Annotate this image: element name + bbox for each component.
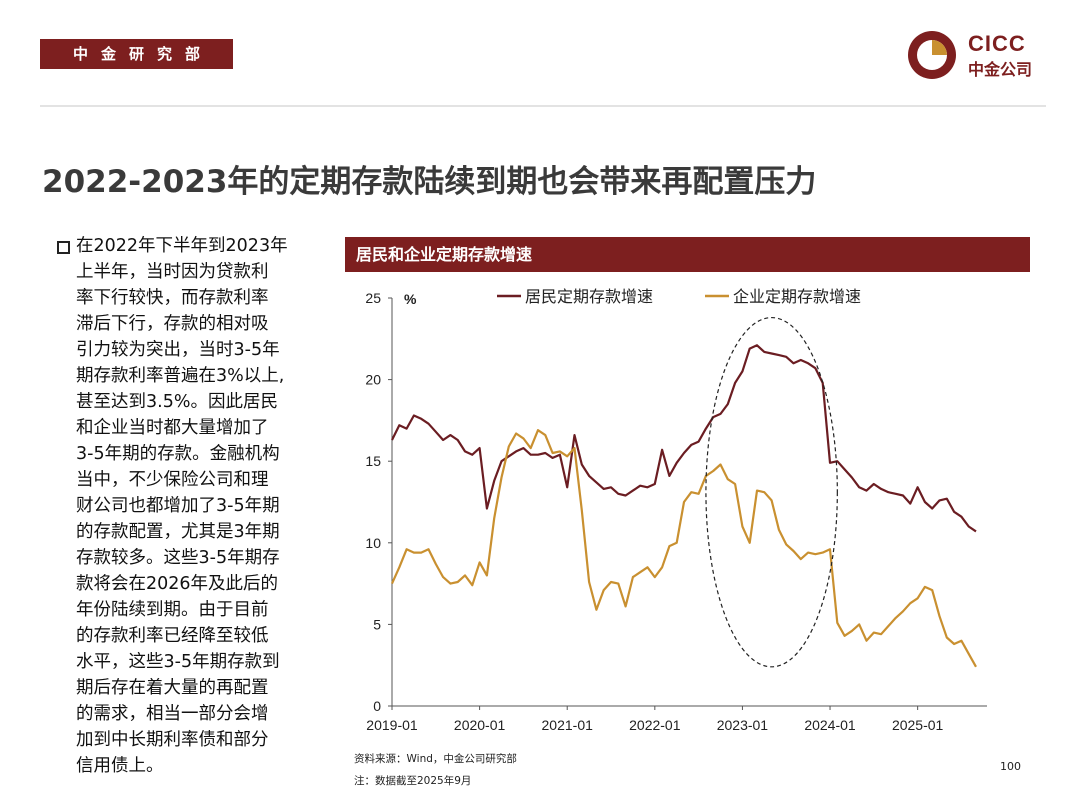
body-line: 期后存在着大量的再配置 (76, 678, 269, 698)
highlight-ellipse (705, 316, 838, 668)
series-line-1 (391, 344, 977, 533)
body-line: 的存款利率已经降至较低 (76, 626, 269, 646)
body-line: 信用债上。 (76, 756, 164, 776)
x-tick-label: 2023-01 (717, 717, 769, 733)
body-line: 的存款配置，尤其是3年期 (76, 522, 280, 542)
cicc-logo: CICC 中金公司 (906, 29, 1046, 81)
body-line: 引力较为突出，当时3-5年 (76, 340, 280, 360)
body-line: 和企业当时都大量增加了 (76, 418, 269, 438)
y-tick-label: 10 (365, 535, 381, 551)
x-tick-label: 2022-01 (629, 717, 681, 733)
logo-text-cn: 中金公司 (968, 60, 1033, 79)
y-tick-label: 5 (373, 616, 381, 632)
x-tick-label: 2025-01 (892, 717, 944, 733)
logo-text-en: CICC (968, 31, 1026, 56)
deposit-growth-chart: 0 5 10 15 20 25 % 2019-01 2020-01 2021-01 2022-01 2… (365, 287, 987, 733)
body-line: 在2022年下半年到2023年 (76, 236, 288, 256)
page-number: 100 (1000, 760, 1021, 773)
body-line: 滞后下行，存款的相对吸 (76, 314, 269, 334)
y-unit-label: % (404, 291, 417, 307)
x-tick-label: 2024-01 (804, 717, 856, 733)
x-tick-label: 2020-01 (454, 717, 506, 733)
body-paragraph: 在2022年下半年到2023年 上半年，当时因为贷款利 率下行较快，而存款利率 滞后下… (76, 233, 338, 779)
series-line-2 (390, 429, 977, 668)
body-line: 当中，不少保险公司和理 (76, 470, 269, 490)
body-line: 水平，这些3-5年期存款到 (76, 652, 280, 672)
body-line: 年份陆续到期。由于目前 (76, 600, 269, 620)
body-line: 甚至达到3.5%。因此居民 (76, 392, 278, 412)
body-line: 存款较多。这些3-5年期存 (76, 548, 280, 568)
body-line: 加到中长期利率债和部分 (76, 730, 269, 750)
body-line: 的需求，相当一部分会增 (76, 704, 269, 724)
y-tick-label: 25 (365, 290, 381, 306)
bullet-square-icon (57, 241, 70, 254)
chart-header: 居民和企业定期存款增速 (345, 237, 1030, 272)
cicc-logo-icon (908, 31, 956, 79)
source-note: 资料来源：Wind，中金公司研究部 (354, 753, 517, 765)
header-divider (40, 105, 1046, 107)
body-line: 款将会在2026年及此后的 (76, 574, 279, 594)
y-tick-label: 0 (373, 698, 381, 714)
legend-label-1: 居民定期存款增速 (525, 287, 653, 306)
x-tick-label: 2019-01 (366, 717, 418, 733)
body-line: 期存款利率普遍在3%以上, (76, 366, 285, 386)
page-title: 2022-2023年的定期存款陆续到期也会带来再配置压力 (42, 164, 817, 200)
y-tick-label: 15 (365, 453, 381, 469)
body-line: 率下行较快，而存款利率 (76, 288, 269, 308)
legend-label-2: 企业定期存款增速 (733, 287, 861, 306)
remark-note: 注：数据截至2025年9月 (354, 775, 472, 787)
body-line: 3-5年期的存款。金融机构 (76, 444, 280, 464)
y-tick-label: 20 (365, 372, 381, 388)
body-line: 上半年，当时因为贷款利 (76, 262, 269, 282)
department-label: 中金研究部 (40, 39, 233, 69)
x-tick-label: 2021-01 (542, 717, 594, 733)
body-line: 财公司也都增加了3-5年期 (76, 496, 280, 516)
